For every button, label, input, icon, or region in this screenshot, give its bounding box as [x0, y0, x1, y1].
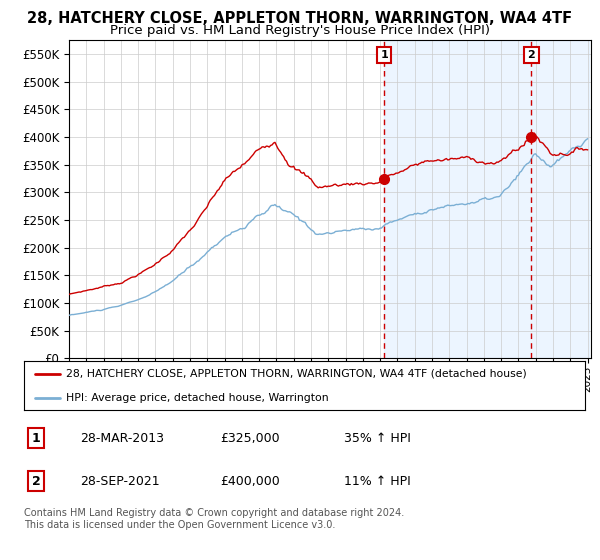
Text: 28, HATCHERY CLOSE, APPLETON THORN, WARRINGTON, WA4 4TF: 28, HATCHERY CLOSE, APPLETON THORN, WARR… [28, 11, 572, 26]
Text: 2: 2 [527, 50, 535, 60]
Text: 2: 2 [32, 475, 41, 488]
Text: 11% ↑ HPI: 11% ↑ HPI [344, 475, 410, 488]
Text: 28-MAR-2013: 28-MAR-2013 [80, 432, 164, 445]
Bar [384, 40, 589, 358]
Text: HPI: Average price, detached house, Warrington: HPI: Average price, detached house, Warr… [66, 393, 329, 403]
Text: £325,000: £325,000 [220, 432, 280, 445]
Text: Contains HM Land Registry data © Crown copyright and database right 2024.
This d: Contains HM Land Registry data © Crown c… [24, 508, 404, 530]
Text: 35% ↑ HPI: 35% ↑ HPI [344, 432, 410, 445]
Text: £400,000: £400,000 [220, 475, 280, 488]
Text: 28-SEP-2021: 28-SEP-2021 [80, 475, 160, 488]
Text: Price paid vs. HM Land Registry's House Price Index (HPI): Price paid vs. HM Land Registry's House … [110, 24, 490, 36]
Text: 1: 1 [32, 432, 41, 445]
Text: 28, HATCHERY CLOSE, APPLETON THORN, WARRINGTON, WA4 4TF (detached house): 28, HATCHERY CLOSE, APPLETON THORN, WARR… [66, 369, 527, 379]
Text: 1: 1 [380, 50, 388, 60]
